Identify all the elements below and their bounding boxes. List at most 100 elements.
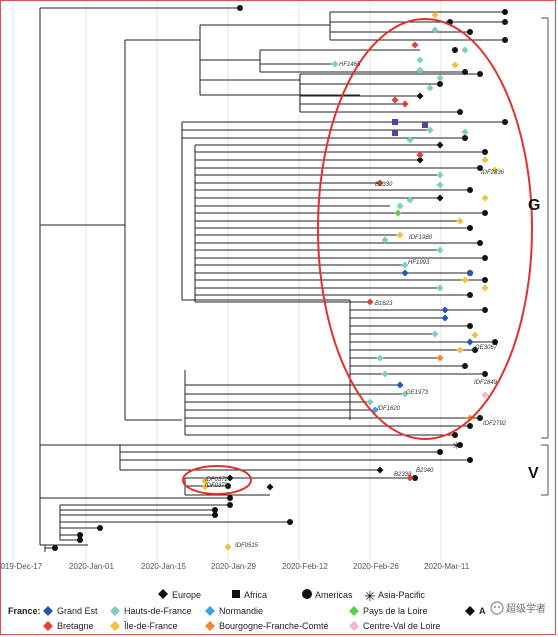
diamond-tip-icon	[266, 483, 274, 491]
tip-label: IDF2792	[483, 421, 507, 427]
diamond-tip-icon	[436, 354, 444, 362]
diamond-tip-icon	[416, 56, 424, 64]
diamond-tip-icon	[226, 474, 234, 482]
circle-tip-icon	[502, 119, 508, 125]
circle-tip-icon	[467, 323, 473, 329]
circle-tip-icon	[482, 210, 488, 216]
diamond-tip-icon	[376, 466, 384, 474]
tip-label: IDF1980	[409, 235, 433, 241]
legend-region-label: Asia-Pacific	[378, 590, 426, 600]
tip-label: IDF1620	[377, 406, 401, 412]
diamond-tip-icon	[401, 269, 409, 277]
diamond-tip-icon	[331, 60, 339, 68]
circle-tip-icon	[477, 240, 483, 246]
circle-tip-icon	[227, 495, 233, 501]
diamond-tip-icon	[431, 330, 439, 338]
diamond-tip-icon	[491, 166, 499, 174]
square-tip-icon	[422, 122, 428, 128]
tip-label: B1623	[375, 301, 393, 307]
diamond-tip-icon	[401, 390, 409, 398]
legend-france-label: Centre-Val de Loire	[363, 621, 440, 631]
circle-tip-icon	[412, 475, 418, 481]
circle-tip-icon	[287, 519, 293, 525]
diamond-tip-icon	[396, 381, 404, 389]
diamond-tip-icon	[381, 236, 389, 244]
circle-tip-icon	[77, 532, 83, 538]
tip-label: IDF0373	[205, 483, 229, 489]
watermark: 超级学者	[490, 601, 546, 615]
circle-tip-icon	[462, 363, 468, 369]
diamond-icon	[158, 589, 168, 599]
legend-france: France: Grand Est Hauts-de-France Norman…	[8, 606, 486, 631]
circle-tip-icon	[457, 109, 463, 115]
tip-label: B2340	[416, 468, 434, 474]
circle-tip-icon	[467, 423, 473, 429]
diamond-icon	[110, 606, 120, 616]
circle-tip-icon	[212, 507, 218, 513]
circle-tip-icon	[467, 225, 473, 231]
date-axis: 2019-Dec-17 2020-Jan-01 2020-Jan-15 2020…	[0, 562, 470, 571]
tip-label: B2330	[375, 182, 393, 188]
circle-tip-icon	[477, 165, 483, 171]
diamond-tip-icon	[366, 398, 374, 406]
diamond-icon	[43, 606, 53, 616]
axis-tick-label: 2020-Jan-29	[211, 562, 256, 571]
tree-tips: ✳	[52, 5, 508, 551]
diamond-tip-icon	[436, 141, 444, 149]
diamond-tip-icon	[466, 414, 474, 422]
tip-label: IDF0515	[235, 543, 259, 549]
tip-label: HF1465	[339, 62, 361, 68]
diamond-tip-icon	[406, 196, 414, 204]
diamond-tip-icon	[401, 261, 409, 269]
asterisk-tip-icon: ✳	[452, 441, 460, 452]
diamond-tip-icon	[441, 314, 449, 322]
diamond-tip-icon	[456, 217, 464, 225]
diamond-icon	[349, 606, 359, 616]
circle-tip-icon	[482, 277, 488, 283]
tip-label: IDF2849	[474, 380, 498, 386]
circle-tip-icon	[482, 307, 488, 313]
square-tip-icon	[392, 119, 398, 125]
diamond-tip-icon	[431, 11, 439, 19]
diamond-tip-icon	[366, 298, 374, 306]
diamond-tip-icon	[436, 246, 444, 254]
legend-france-label: Grand Est	[57, 606, 98, 616]
circle-tip-icon	[482, 255, 488, 261]
axis-tick-label: 2020-Feb-26	[353, 562, 399, 571]
diamond-icon	[205, 606, 215, 616]
circle-tip-icon	[492, 339, 498, 345]
diamond-tip-icon	[396, 231, 404, 239]
diamond-tip-icon	[456, 346, 464, 354]
diamond-tip-icon	[406, 136, 414, 144]
diamond-tip-icon	[461, 276, 469, 284]
square-icon	[232, 590, 240, 598]
diamond-tip-icon	[416, 92, 424, 100]
diamond-tip-icon	[201, 483, 209, 491]
diamond-tip-icon	[381, 370, 389, 378]
tip-label: HF1993	[408, 260, 430, 266]
clade-v-label: V	[528, 465, 539, 482]
diamond-tip-icon	[471, 331, 479, 339]
circle-tip-icon	[52, 545, 58, 551]
tip-label: IDF2836	[481, 170, 505, 176]
diamond-tip-icon	[466, 338, 474, 346]
diamond-tip-icon	[436, 171, 444, 179]
axis-tick-label: 2020-Jan-15	[141, 562, 186, 571]
diamond-tip-icon	[416, 151, 424, 159]
diamond-tip-icon	[436, 181, 444, 189]
legend-region-label: Americas	[315, 590, 353, 600]
diamond-tip-icon	[436, 284, 444, 292]
axis-tick-label: 2020-Feb-12	[282, 562, 328, 571]
diamond-tip-icon	[451, 61, 459, 69]
tip-label: GE3067	[475, 345, 498, 351]
circle-tip-icon	[502, 37, 508, 43]
circle-tip-icon	[225, 483, 231, 489]
watermark-text: 超级学者	[506, 602, 546, 615]
circle-tip-icon	[212, 512, 218, 518]
diamond-tip-icon	[461, 46, 469, 54]
legend-france-label: Bretagne	[57, 621, 94, 631]
circle-tip-icon	[467, 292, 473, 298]
circle-tip-icon	[462, 135, 468, 141]
